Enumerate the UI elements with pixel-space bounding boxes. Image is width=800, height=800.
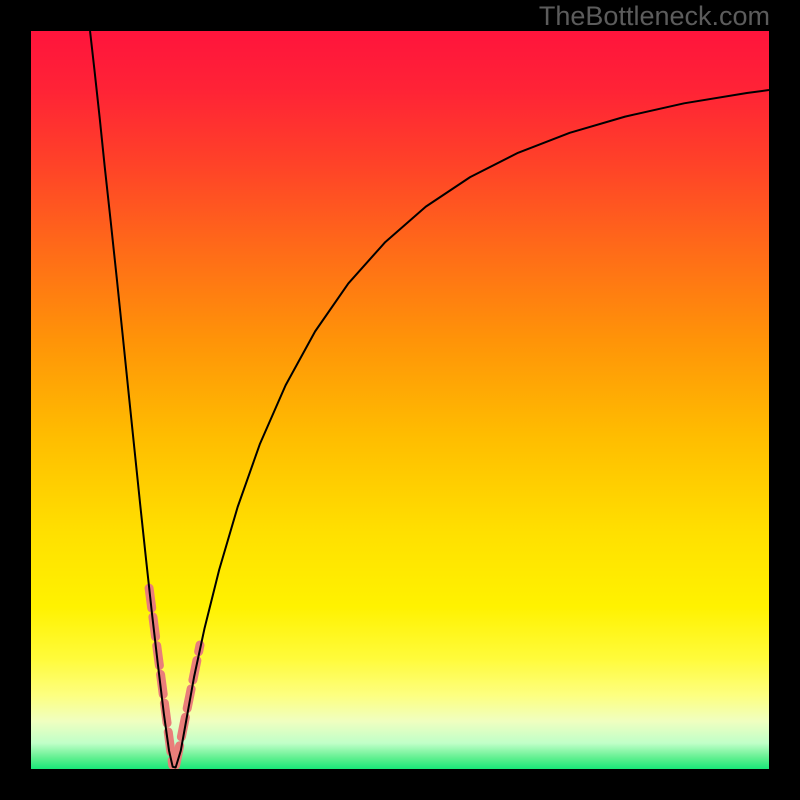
watermark-text: TheBottleneck.com xyxy=(539,1,770,32)
chart-svg xyxy=(31,31,769,769)
plot-area xyxy=(31,31,769,769)
gradient-background xyxy=(31,31,769,769)
